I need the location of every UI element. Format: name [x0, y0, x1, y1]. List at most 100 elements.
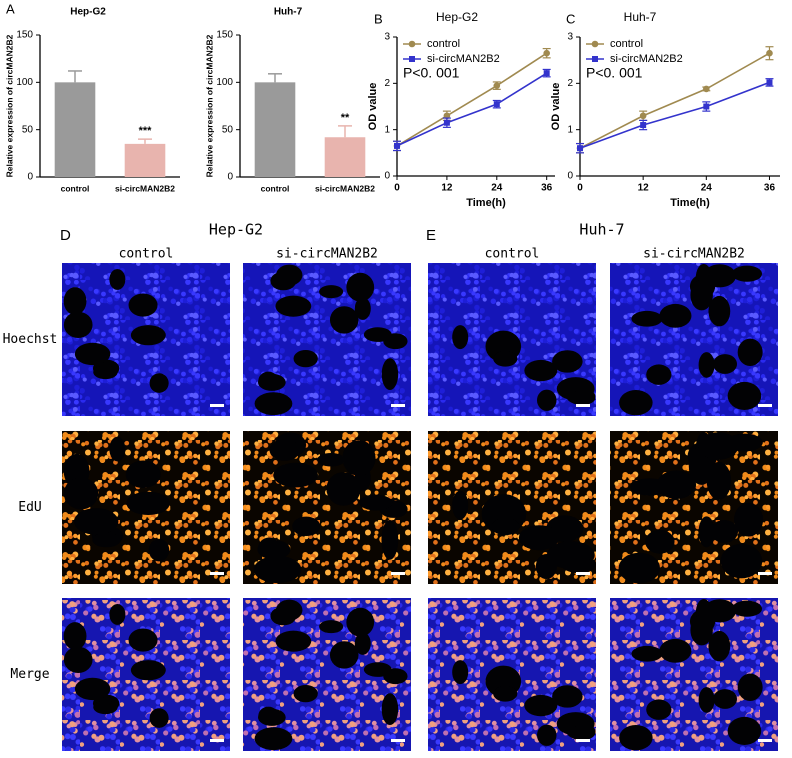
micrograph	[610, 598, 778, 751]
row-label: Merge	[10, 667, 49, 682]
y-axis-label: OD value	[367, 83, 379, 131]
marker	[394, 142, 400, 149]
scale-bar	[210, 404, 224, 407]
line	[396, 72, 548, 147]
column-label: si-circMAN2B2	[276, 247, 378, 262]
line	[396, 52, 548, 147]
marker	[577, 145, 583, 152]
y-tick-label: 3	[567, 32, 573, 43]
panel-label: B	[374, 11, 383, 26]
x-tick-label: 12	[638, 183, 650, 194]
x-tick-label: 0	[577, 183, 583, 194]
x-tick-label: 12	[441, 183, 453, 194]
column-label: control	[119, 247, 174, 262]
marker	[543, 49, 550, 57]
significance: **	[341, 112, 350, 124]
annotation: P<0. 001	[586, 65, 643, 81]
row-label: EdU	[18, 500, 41, 515]
y-tick-label: 0	[567, 171, 573, 182]
scale-bar	[576, 572, 590, 575]
marker	[409, 56, 415, 62]
micrograph	[610, 431, 778, 584]
y-tick-label: 1	[567, 124, 573, 135]
y-axis-label: Relative expression of circMAN2B2	[4, 34, 14, 177]
marker	[703, 85, 710, 93]
bar	[254, 82, 296, 177]
scale-bar	[758, 404, 772, 407]
y-tick-label: 150	[216, 30, 233, 41]
column-label: control	[485, 247, 540, 262]
line	[579, 52, 770, 149]
x-axis-label: Time(h)	[670, 197, 710, 209]
micrograph	[243, 598, 411, 751]
scale-bar	[391, 739, 405, 742]
scale-bar	[210, 572, 224, 575]
bar	[54, 82, 96, 177]
legend-label: si-circMAN2B2	[427, 53, 500, 65]
marker	[640, 122, 647, 129]
scale-bar	[391, 572, 405, 575]
marker	[766, 49, 773, 57]
bar	[124, 143, 166, 177]
marker	[591, 40, 599, 48]
y-axis-label: Relative expression of circMAN2B2	[204, 34, 214, 177]
marker	[408, 40, 416, 48]
panel-title: Huh-7	[579, 221, 624, 239]
scale-bar	[758, 572, 772, 575]
scale-bar	[391, 404, 405, 407]
y-tick-label: 2	[567, 78, 573, 89]
significance: ***	[139, 125, 153, 137]
marker	[443, 119, 450, 126]
marker	[639, 112, 647, 120]
micrograph	[62, 263, 230, 416]
scale-bar	[576, 404, 590, 407]
x-tick-label: si-circMAN2B2	[115, 183, 175, 193]
y-axis-label: OD value	[550, 83, 562, 131]
scale-bar	[576, 739, 590, 742]
y-tick-label: 3	[384, 32, 390, 43]
micrograph	[62, 431, 230, 584]
chart-title: Hep-G2	[436, 10, 478, 24]
micrograph	[428, 263, 596, 416]
row-label: Hoechst	[3, 332, 58, 347]
x-tick-label: 36	[764, 183, 776, 194]
x-tick-label: 24	[701, 183, 713, 194]
micrograph	[428, 598, 596, 751]
line	[579, 81, 770, 149]
marker	[443, 112, 451, 120]
annotation: P<0. 001	[403, 65, 460, 81]
panel-label: D	[60, 227, 71, 244]
panel-label: C	[566, 11, 575, 26]
legend-label: si-circMAN2B2	[610, 53, 683, 65]
micrograph	[243, 431, 411, 584]
x-tick-label: control	[61, 183, 90, 193]
chart-title: Hep-G2	[70, 7, 106, 18]
marker	[493, 101, 500, 108]
y-tick-label: 0	[227, 172, 233, 183]
scale-bar	[210, 739, 224, 742]
legend-label: control	[610, 38, 643, 50]
x-tick-label: 0	[394, 183, 400, 194]
marker	[543, 70, 550, 77]
micrograph	[610, 263, 778, 416]
y-tick-label: 50	[222, 124, 234, 135]
y-tick-label: 50	[22, 124, 34, 135]
y-tick-label: 100	[216, 77, 233, 88]
bar	[324, 137, 366, 177]
x-tick-label: control	[261, 183, 290, 193]
y-tick-label: 0	[27, 172, 33, 183]
x-tick-label: si-circMAN2B2	[315, 183, 375, 193]
column-label: si-circMAN2B2	[643, 247, 745, 262]
panel-label: E	[426, 227, 436, 244]
micrograph	[243, 263, 411, 416]
panel-label: A	[6, 1, 15, 16]
chart-title: Huh-7	[274, 7, 303, 18]
marker	[766, 79, 773, 86]
legend-label: control	[427, 38, 460, 50]
y-tick-label: 150	[16, 30, 33, 41]
x-axis-label: Time(h)	[466, 197, 506, 209]
marker	[703, 103, 710, 110]
y-tick-label: 0	[384, 171, 390, 182]
marker	[592, 56, 598, 62]
